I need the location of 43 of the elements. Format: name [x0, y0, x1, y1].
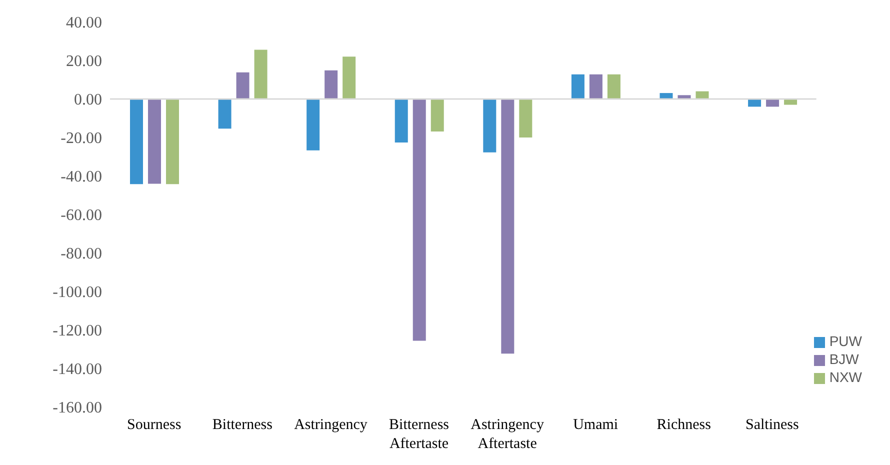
legend-label: PUW [829, 333, 862, 349]
legend-label: NXW [829, 369, 862, 385]
x-tick-label: Astringency Aftertaste [470, 417, 544, 452]
bar [412, 99, 426, 341]
y-tick-label: 40.00 [66, 14, 102, 32]
bar [571, 74, 584, 99]
y-tick-label: -100.00 [52, 284, 102, 302]
bar [430, 99, 444, 132]
bar [660, 93, 673, 99]
bar [324, 70, 338, 99]
bar [678, 95, 691, 99]
x-tick-label: Umami [573, 417, 618, 433]
bar [483, 99, 496, 152]
y-tick-label: -80.00 [60, 246, 102, 263]
x-tick-label: Bitterness Aftertaste [389, 417, 450, 452]
bar [696, 91, 709, 99]
y-tick-label: -20.00 [60, 130, 102, 148]
y-tick-label: -40.00 [60, 168, 102, 186]
y-tick-label: -120.00 [52, 322, 102, 340]
bar [218, 99, 232, 129]
bar [306, 99, 320, 150]
bar [501, 99, 514, 354]
x-tick-label: Richness [656, 417, 712, 433]
x-tick-label: Sourness [127, 417, 182, 433]
x-tick-label: Astringency [294, 417, 368, 433]
bar [342, 56, 356, 99]
y-tick-label: 20.00 [66, 53, 102, 70]
x-tick-label: Saltiness [746, 417, 800, 433]
x-tick-label: Bitterness [212, 417, 273, 433]
y-tick-label: -60.00 [60, 207, 102, 224]
bar [254, 50, 268, 99]
bar [166, 99, 179, 184]
y-tick-label: 0.00 [74, 92, 102, 109]
y-tick-label: -160.00 [52, 400, 102, 417]
bar [148, 99, 161, 184]
bar [130, 99, 143, 184]
bar [589, 74, 602, 99]
y-tick-label: -140.00 [52, 361, 102, 378]
bar [519, 99, 532, 138]
bar [394, 99, 408, 143]
bar [236, 72, 250, 99]
legend-label: BJW [829, 351, 859, 367]
bar [607, 74, 620, 99]
